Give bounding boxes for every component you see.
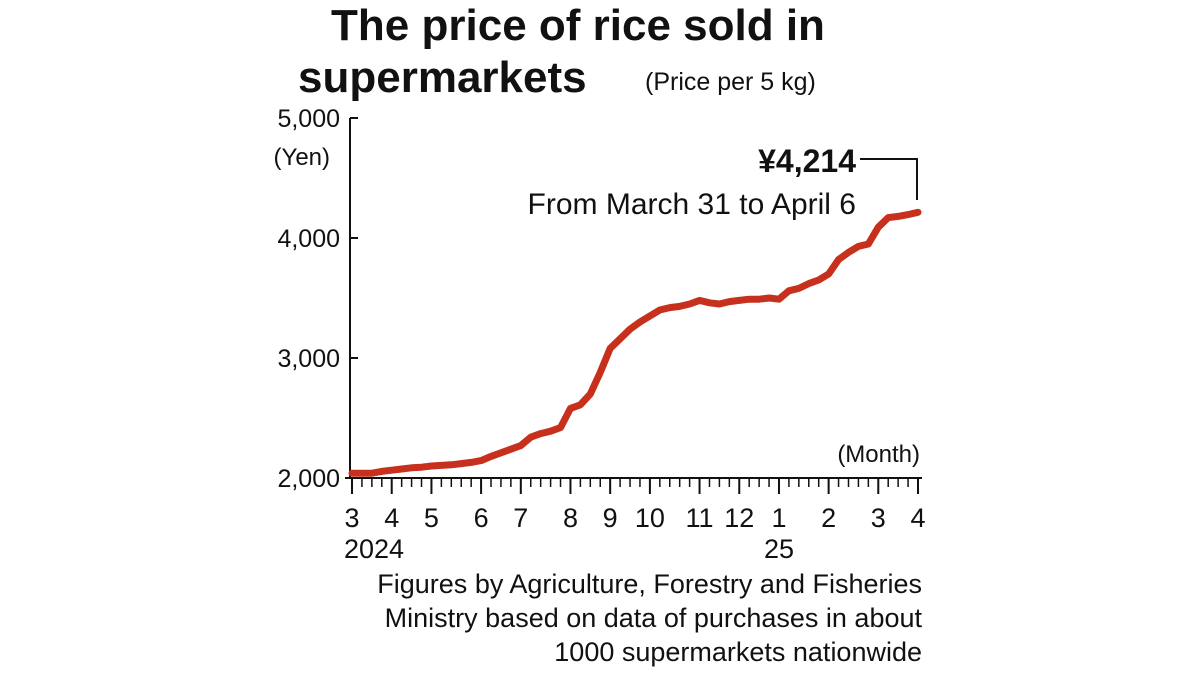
x-tick-label: 3 (344, 503, 359, 533)
chart-subtitle: (Price per 5 kg) (645, 68, 816, 96)
x-tick-label: 7 (513, 503, 528, 533)
x-tick-label: 5 (424, 503, 439, 533)
x-tick-label: 4 (384, 503, 399, 533)
x-tick-label: 9 (603, 503, 618, 533)
source-note: Ministry based on data of purchases in a… (385, 603, 923, 633)
y-axis-label: (Yen) (274, 144, 330, 171)
y-tick-label: 2,000 (277, 465, 340, 493)
y-tick-label: 5,000 (277, 105, 340, 133)
x-tick-label: 12 (724, 503, 754, 533)
x-tick-label: 11 (686, 503, 714, 533)
x-tick-label: 8 (563, 503, 578, 533)
y-tick-label: 4,000 (277, 225, 340, 253)
x-tick-label: 3 (871, 503, 886, 533)
annotation-value: ¥4,214 (758, 143, 856, 179)
y-tick-label: 3,000 (277, 345, 340, 373)
annotation-text: From March 31 to April 6 (528, 188, 856, 221)
x-tick-label: 4 (910, 503, 925, 533)
x-axis-label: (Month) (837, 441, 920, 468)
line (348, 208, 922, 477)
x-tick-label: 10 (635, 503, 665, 533)
source-note: 1000 supermarkets nationwide (554, 637, 922, 667)
year-label: 2024 (344, 534, 404, 564)
chart-title: The price of rice sold in (331, 1, 825, 50)
x-tick-label: 2 (821, 503, 836, 533)
source-note: Figures by Agriculture, Forestry and Fis… (377, 569, 922, 599)
year-label: 25 (764, 534, 794, 564)
x-tick-label: 6 (474, 503, 489, 533)
x-tick-label: 1 (771, 503, 786, 533)
leader-line (860, 158, 918, 200)
chart-title: supermarkets (298, 53, 587, 102)
